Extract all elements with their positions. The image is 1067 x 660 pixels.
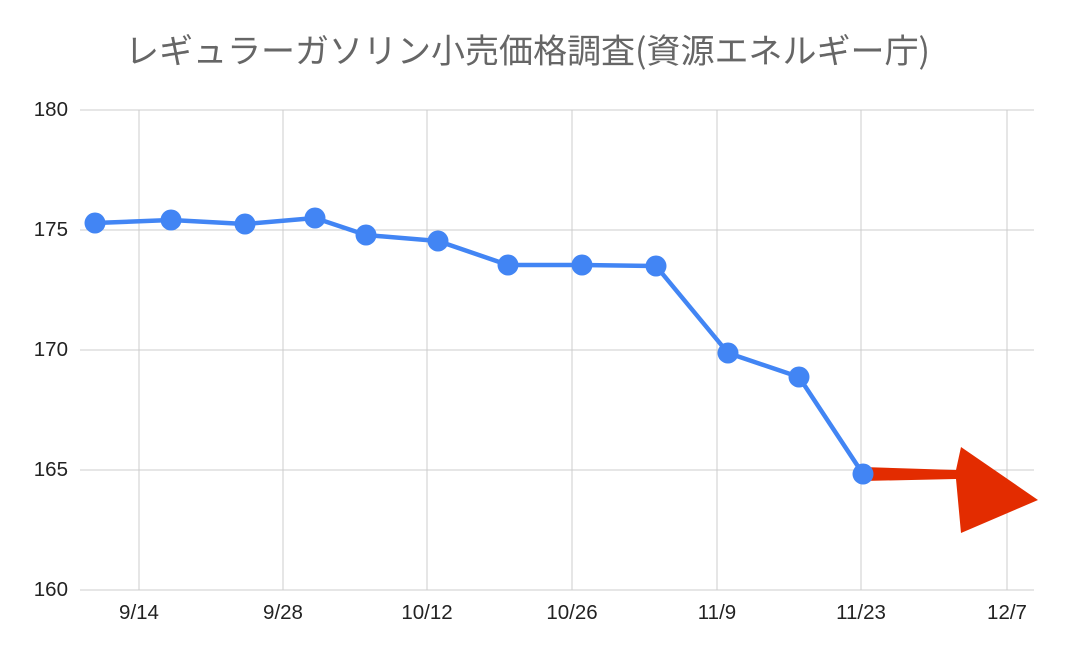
svg-text:165: 165	[34, 458, 68, 481]
svg-text:11/23: 11/23	[836, 601, 886, 624]
svg-text:11/9: 11/9	[698, 601, 736, 624]
svg-text:10/12: 10/12	[401, 601, 452, 624]
svg-text:10/26: 10/26	[546, 601, 597, 624]
svg-text:180: 180	[34, 98, 68, 121]
svg-text:170: 170	[34, 338, 68, 361]
svg-text:9/28: 9/28	[263, 601, 303, 624]
svg-text:12/7: 12/7	[987, 601, 1027, 624]
svg-text:160: 160	[34, 578, 68, 601]
svg-text:9/14: 9/14	[119, 601, 159, 624]
svg-text:175: 175	[34, 218, 68, 241]
